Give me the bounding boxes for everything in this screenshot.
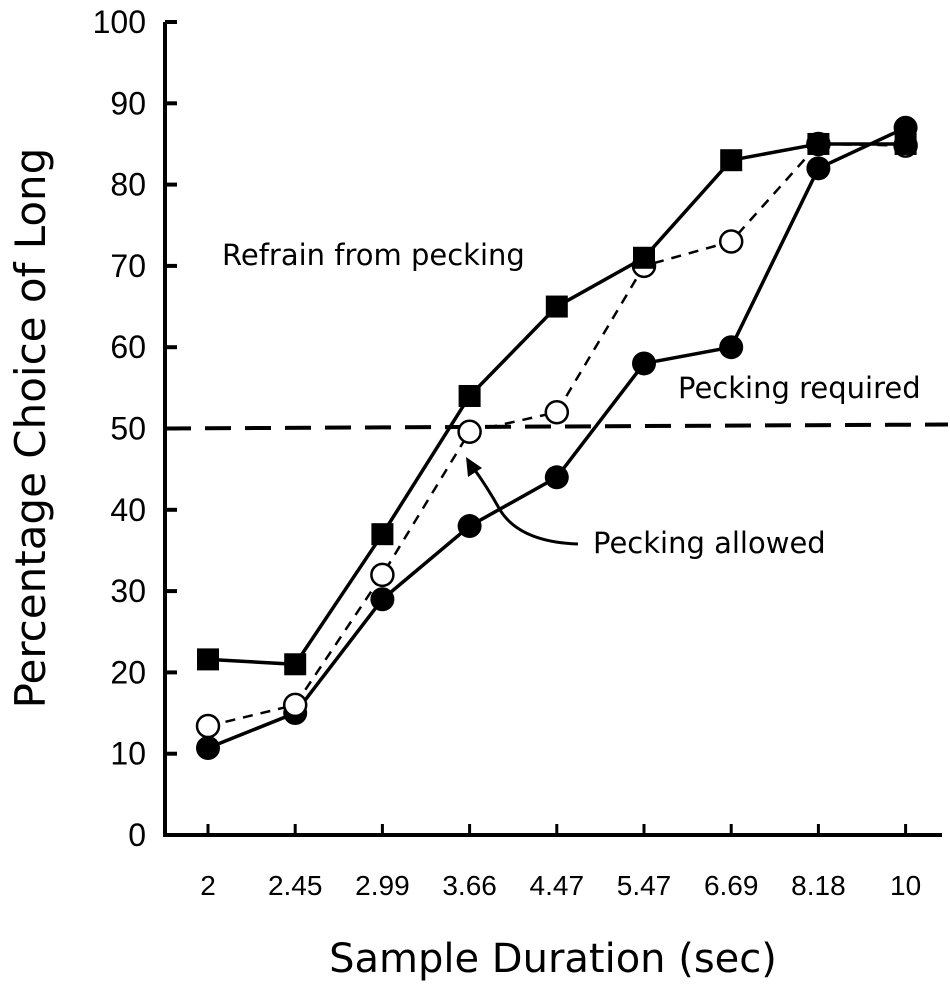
- axes: 0 10 20 30 40 50 60 70 80 90 100 2 2.45 2.99 3.66 4.47 5…: [93, 4, 942, 901]
- x-tick-label: 10: [890, 870, 921, 901]
- y-tick-label: 60: [110, 329, 146, 365]
- x-tick-label: 6.69: [704, 870, 759, 901]
- annotation-refrain-from-pecking: Refrain from pecking: [222, 238, 525, 272]
- x-axis-title: Sample Duration (sec): [329, 936, 777, 982]
- series-line: [207, 142, 906, 728]
- data-point-open-circle: [282, 692, 308, 718]
- annotations: Refrain from pecking Pecking required Pe…: [222, 238, 921, 560]
- data-point-open-circle: [718, 229, 744, 254]
- data-point-open-circle: [195, 713, 221, 739]
- data-point-filled-circle: [806, 156, 831, 181]
- data-point-filled-circle: [370, 587, 395, 612]
- data-point-open-circle: [370, 562, 395, 588]
- y-tick-label: 0: [128, 817, 146, 853]
- data-point-filled-circle: [544, 465, 569, 490]
- reference-line: [164, 422, 949, 431]
- series-line: [207, 126, 907, 750]
- reference-line-50: [164, 422, 949, 431]
- data-point-filled-circle: [719, 335, 744, 360]
- data-point-square: [720, 149, 743, 172]
- annotation-arrow: [470, 465, 579, 546]
- x-tick-label: 4.47: [530, 870, 585, 901]
- y-tick-label: 40: [110, 492, 146, 528]
- annotation-pecking-required: Pecking required: [678, 371, 921, 405]
- data-point-square: [807, 132, 830, 155]
- x-tick-label: 3.66: [442, 870, 497, 901]
- data-point-open-circle: [544, 399, 570, 425]
- x-tick-label: 5.47: [617, 870, 672, 901]
- y-tick-label: 80: [110, 167, 146, 203]
- series-layer: [195, 115, 918, 761]
- y-tick-label: 90: [110, 85, 146, 121]
- y-tick-label: 50: [110, 411, 146, 447]
- data-point-square: [284, 653, 307, 676]
- data-point-square: [371, 523, 394, 546]
- x-tick-label: 2.45: [268, 870, 323, 901]
- y-axis-title: Percentage Choice of Long: [6, 148, 55, 709]
- data-point-filled-circle: [457, 514, 482, 539]
- data-point-filled-circle: [632, 351, 656, 376]
- data-point-square: [545, 295, 568, 318]
- data-point-square: [458, 384, 481, 407]
- y-tick-label: 100: [93, 4, 146, 40]
- y-tick-label: 10: [110, 736, 146, 772]
- series-refrain-from-pecking: [197, 132, 917, 676]
- y-tick-label: 30: [110, 573, 146, 609]
- data-point-open-circle: [457, 419, 482, 445]
- data-point-square: [894, 132, 917, 155]
- x-tick-label: 2: [200, 870, 216, 901]
- annotation-arrow-head: [466, 457, 482, 477]
- data-point-square: [197, 648, 219, 671]
- data-point-square: [633, 246, 655, 269]
- data-point-filled-circle: [196, 736, 220, 761]
- annotation-pecking-allowed: Pecking allowed: [593, 526, 826, 560]
- y-tick-label: 20: [110, 654, 146, 690]
- y-tick-label: 70: [110, 248, 146, 284]
- x-tick-label: 2.99: [355, 870, 410, 901]
- series-pecking-allowed: [195, 131, 918, 739]
- x-tick-label: 8.18: [791, 870, 846, 901]
